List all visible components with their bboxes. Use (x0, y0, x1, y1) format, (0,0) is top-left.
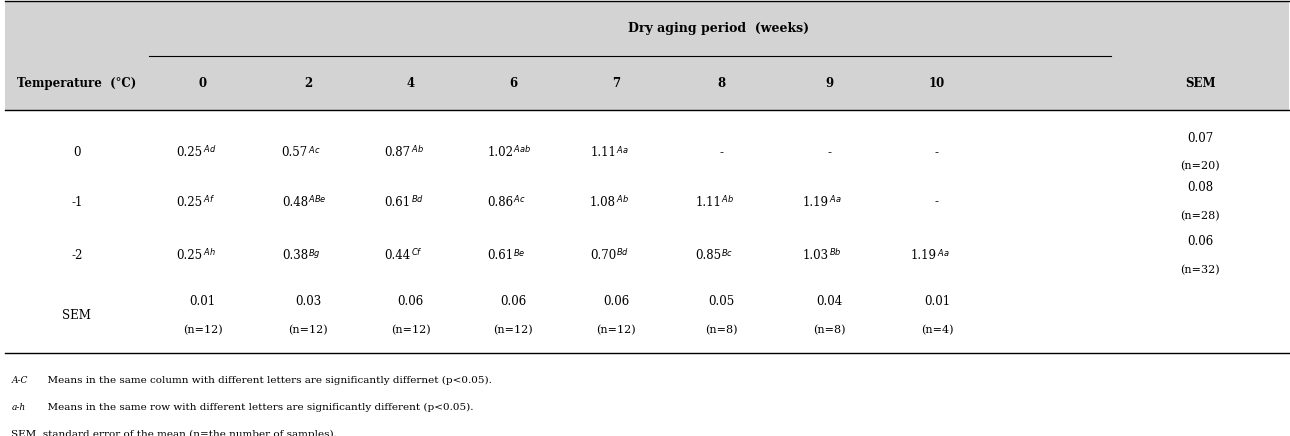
Text: 0.70: 0.70 (590, 249, 617, 262)
Text: 0.86: 0.86 (488, 196, 513, 208)
Text: 4: 4 (406, 77, 414, 90)
Text: Temperature  (°C): Temperature (°C) (17, 77, 137, 90)
Text: 0: 0 (199, 77, 206, 90)
Text: 0.06: 0.06 (397, 295, 424, 308)
Bar (5, 1, 1289, 110)
Text: 0.57: 0.57 (281, 146, 308, 159)
Text: -: - (935, 196, 939, 208)
Text: $^{Bb}$: $^{Bb}$ (829, 249, 841, 262)
Text: 2: 2 (304, 77, 312, 90)
Text: $^{Be}$: $^{Be}$ (513, 249, 526, 262)
Text: $^{Bc}$: $^{Bc}$ (721, 249, 734, 262)
Text: -1: -1 (71, 196, 83, 208)
Text: 0.06: 0.06 (501, 295, 526, 308)
Text: 0.08: 0.08 (1187, 181, 1213, 194)
Text: 8: 8 (717, 77, 725, 90)
Text: $^{Aa}$: $^{Aa}$ (617, 146, 628, 159)
Text: $^{Ab}$: $^{Ab}$ (721, 196, 734, 208)
Text: (n=8): (n=8) (813, 325, 845, 335)
Text: (n=12): (n=12) (288, 325, 328, 335)
Text: $^{Bd}$: $^{Bd}$ (410, 196, 423, 208)
Text: $^{Aa}$: $^{Aa}$ (937, 249, 949, 262)
Text: $^{Cf}$: $^{Cf}$ (410, 249, 422, 262)
Text: 1.08: 1.08 (590, 196, 617, 208)
Text: $^{Aab}$: $^{Aab}$ (513, 146, 531, 159)
Text: (n=32): (n=32) (1180, 265, 1220, 275)
Text: (n=12): (n=12) (494, 325, 533, 335)
Text: $^{ABe}$: $^{ABe}$ (308, 196, 326, 208)
Text: $^{Bd}$: $^{Bd}$ (617, 249, 630, 262)
Text: -2: -2 (71, 249, 83, 262)
Text: SEM: SEM (62, 309, 92, 322)
Text: 7: 7 (611, 77, 620, 90)
Text: $^{Ac}$: $^{Ac}$ (308, 146, 320, 159)
Text: 0.01: 0.01 (924, 295, 949, 308)
Text: Means in the same row with different letters are significantly different (p<0.05: Means in the same row with different let… (41, 403, 473, 412)
Text: $^{Ab}$: $^{Ab}$ (410, 146, 423, 159)
Text: (n=12): (n=12) (596, 325, 636, 335)
Text: 0.07: 0.07 (1187, 132, 1213, 145)
Text: 0.61: 0.61 (384, 196, 410, 208)
Text: 1.11: 1.11 (590, 146, 617, 159)
Text: 10: 10 (929, 77, 946, 90)
Text: 0.03: 0.03 (295, 295, 321, 308)
Text: 0.61: 0.61 (488, 249, 513, 262)
Text: SEM: SEM (1184, 77, 1215, 90)
Text: 0.25: 0.25 (177, 196, 203, 208)
Text: A-C: A-C (12, 376, 28, 385)
Text: $^{Ah}$: $^{Ah}$ (203, 249, 215, 262)
Text: 0.01: 0.01 (190, 295, 215, 308)
Text: (n=12): (n=12) (391, 325, 431, 335)
Text: Means in the same column with different letters are significantly differnet (p<0: Means in the same column with different … (41, 376, 491, 385)
Text: 0.38: 0.38 (281, 249, 308, 262)
Text: (n=12): (n=12) (183, 325, 222, 335)
Text: 1.11: 1.11 (695, 196, 721, 208)
Text: SEM, standard error of the mean (n=the number of samples).: SEM, standard error of the mean (n=the n… (12, 429, 337, 436)
Text: 0.25: 0.25 (177, 249, 203, 262)
Text: 0.25: 0.25 (177, 146, 203, 159)
Text: 0.87: 0.87 (384, 146, 410, 159)
Text: 0.44: 0.44 (384, 249, 410, 262)
Text: $^{Ad}$: $^{Ad}$ (203, 146, 215, 159)
Text: 0.85: 0.85 (695, 249, 721, 262)
Text: 6: 6 (510, 77, 517, 90)
Text: -: - (720, 146, 724, 159)
Text: 1.19: 1.19 (804, 196, 829, 208)
Text: 1.19: 1.19 (911, 249, 937, 262)
Text: 0.05: 0.05 (708, 295, 734, 308)
Text: 1.02: 1.02 (488, 146, 513, 159)
Text: $^{Af}$: $^{Af}$ (203, 196, 214, 208)
Text: -: - (935, 146, 939, 159)
Text: $^{Aa}$: $^{Aa}$ (829, 196, 841, 208)
Text: 9: 9 (826, 77, 833, 90)
Text: 0: 0 (74, 146, 81, 159)
Text: (n=20): (n=20) (1180, 161, 1220, 172)
Text: -: - (827, 146, 831, 159)
Text: $^{Ac}$: $^{Ac}$ (513, 196, 526, 208)
Text: $^{Bg}$: $^{Bg}$ (308, 249, 321, 262)
Text: (n=28): (n=28) (1180, 211, 1220, 221)
Text: (n=8): (n=8) (706, 325, 738, 335)
Text: 0.04: 0.04 (817, 295, 842, 308)
Text: a-h: a-h (12, 403, 26, 412)
Text: 0.06: 0.06 (602, 295, 630, 308)
Text: 0.48: 0.48 (281, 196, 308, 208)
Text: Dry aging period  (weeks): Dry aging period (weeks) (628, 22, 809, 35)
Text: 0.06: 0.06 (1187, 235, 1213, 248)
Text: $^{Ab}$: $^{Ab}$ (617, 196, 630, 208)
Text: (n=4): (n=4) (921, 325, 953, 335)
Text: 1.03: 1.03 (802, 249, 829, 262)
